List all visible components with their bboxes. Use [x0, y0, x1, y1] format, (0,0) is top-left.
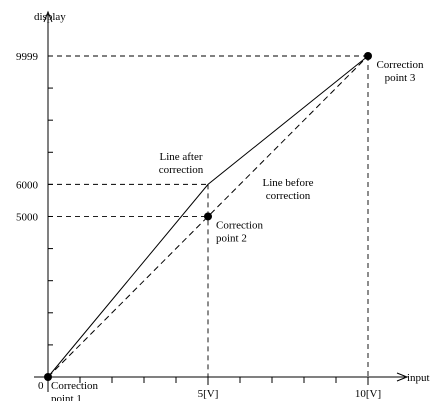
x-tick-label: 10[V] [355, 388, 381, 400]
x-axis-arrow [396, 372, 409, 382]
line-after-correction [47, 55, 369, 378]
axis-ticks [48, 87, 369, 385]
y-axis-arrow [43, 10, 53, 23]
line-after-correction-label: Line after correction [159, 151, 204, 176]
chart-labels: 5000 6000 9999 0 5[V] 10[V] display input Correc… [16, 11, 430, 401]
y-axis-label: display [34, 11, 66, 23]
y-tick-label: 6000 [16, 179, 39, 191]
x-tick-label: 5[V] [198, 388, 219, 400]
correction-point-3 [364, 52, 372, 60]
y-tick-label: 9999 [16, 51, 39, 63]
correction-points [44, 52, 372, 381]
y-tick-label: 5000 [16, 211, 39, 223]
correction-point-2 [204, 212, 212, 221]
axes [34, 10, 409, 392]
correction-point-2-label: Correction point 2 [216, 219, 264, 244]
x-axis-label: input [407, 372, 430, 384]
series-lines [47, 55, 369, 378]
correction-point-1-label: Correction point 1 [51, 380, 99, 401]
correction-point-1 [44, 373, 52, 381]
x-tick-label: 0 [38, 380, 44, 392]
line-before-correction-label: Line before correction [263, 177, 314, 202]
correction-point-3-label: Correction point 3 [376, 59, 424, 84]
line-before-correction [47, 55, 369, 378]
